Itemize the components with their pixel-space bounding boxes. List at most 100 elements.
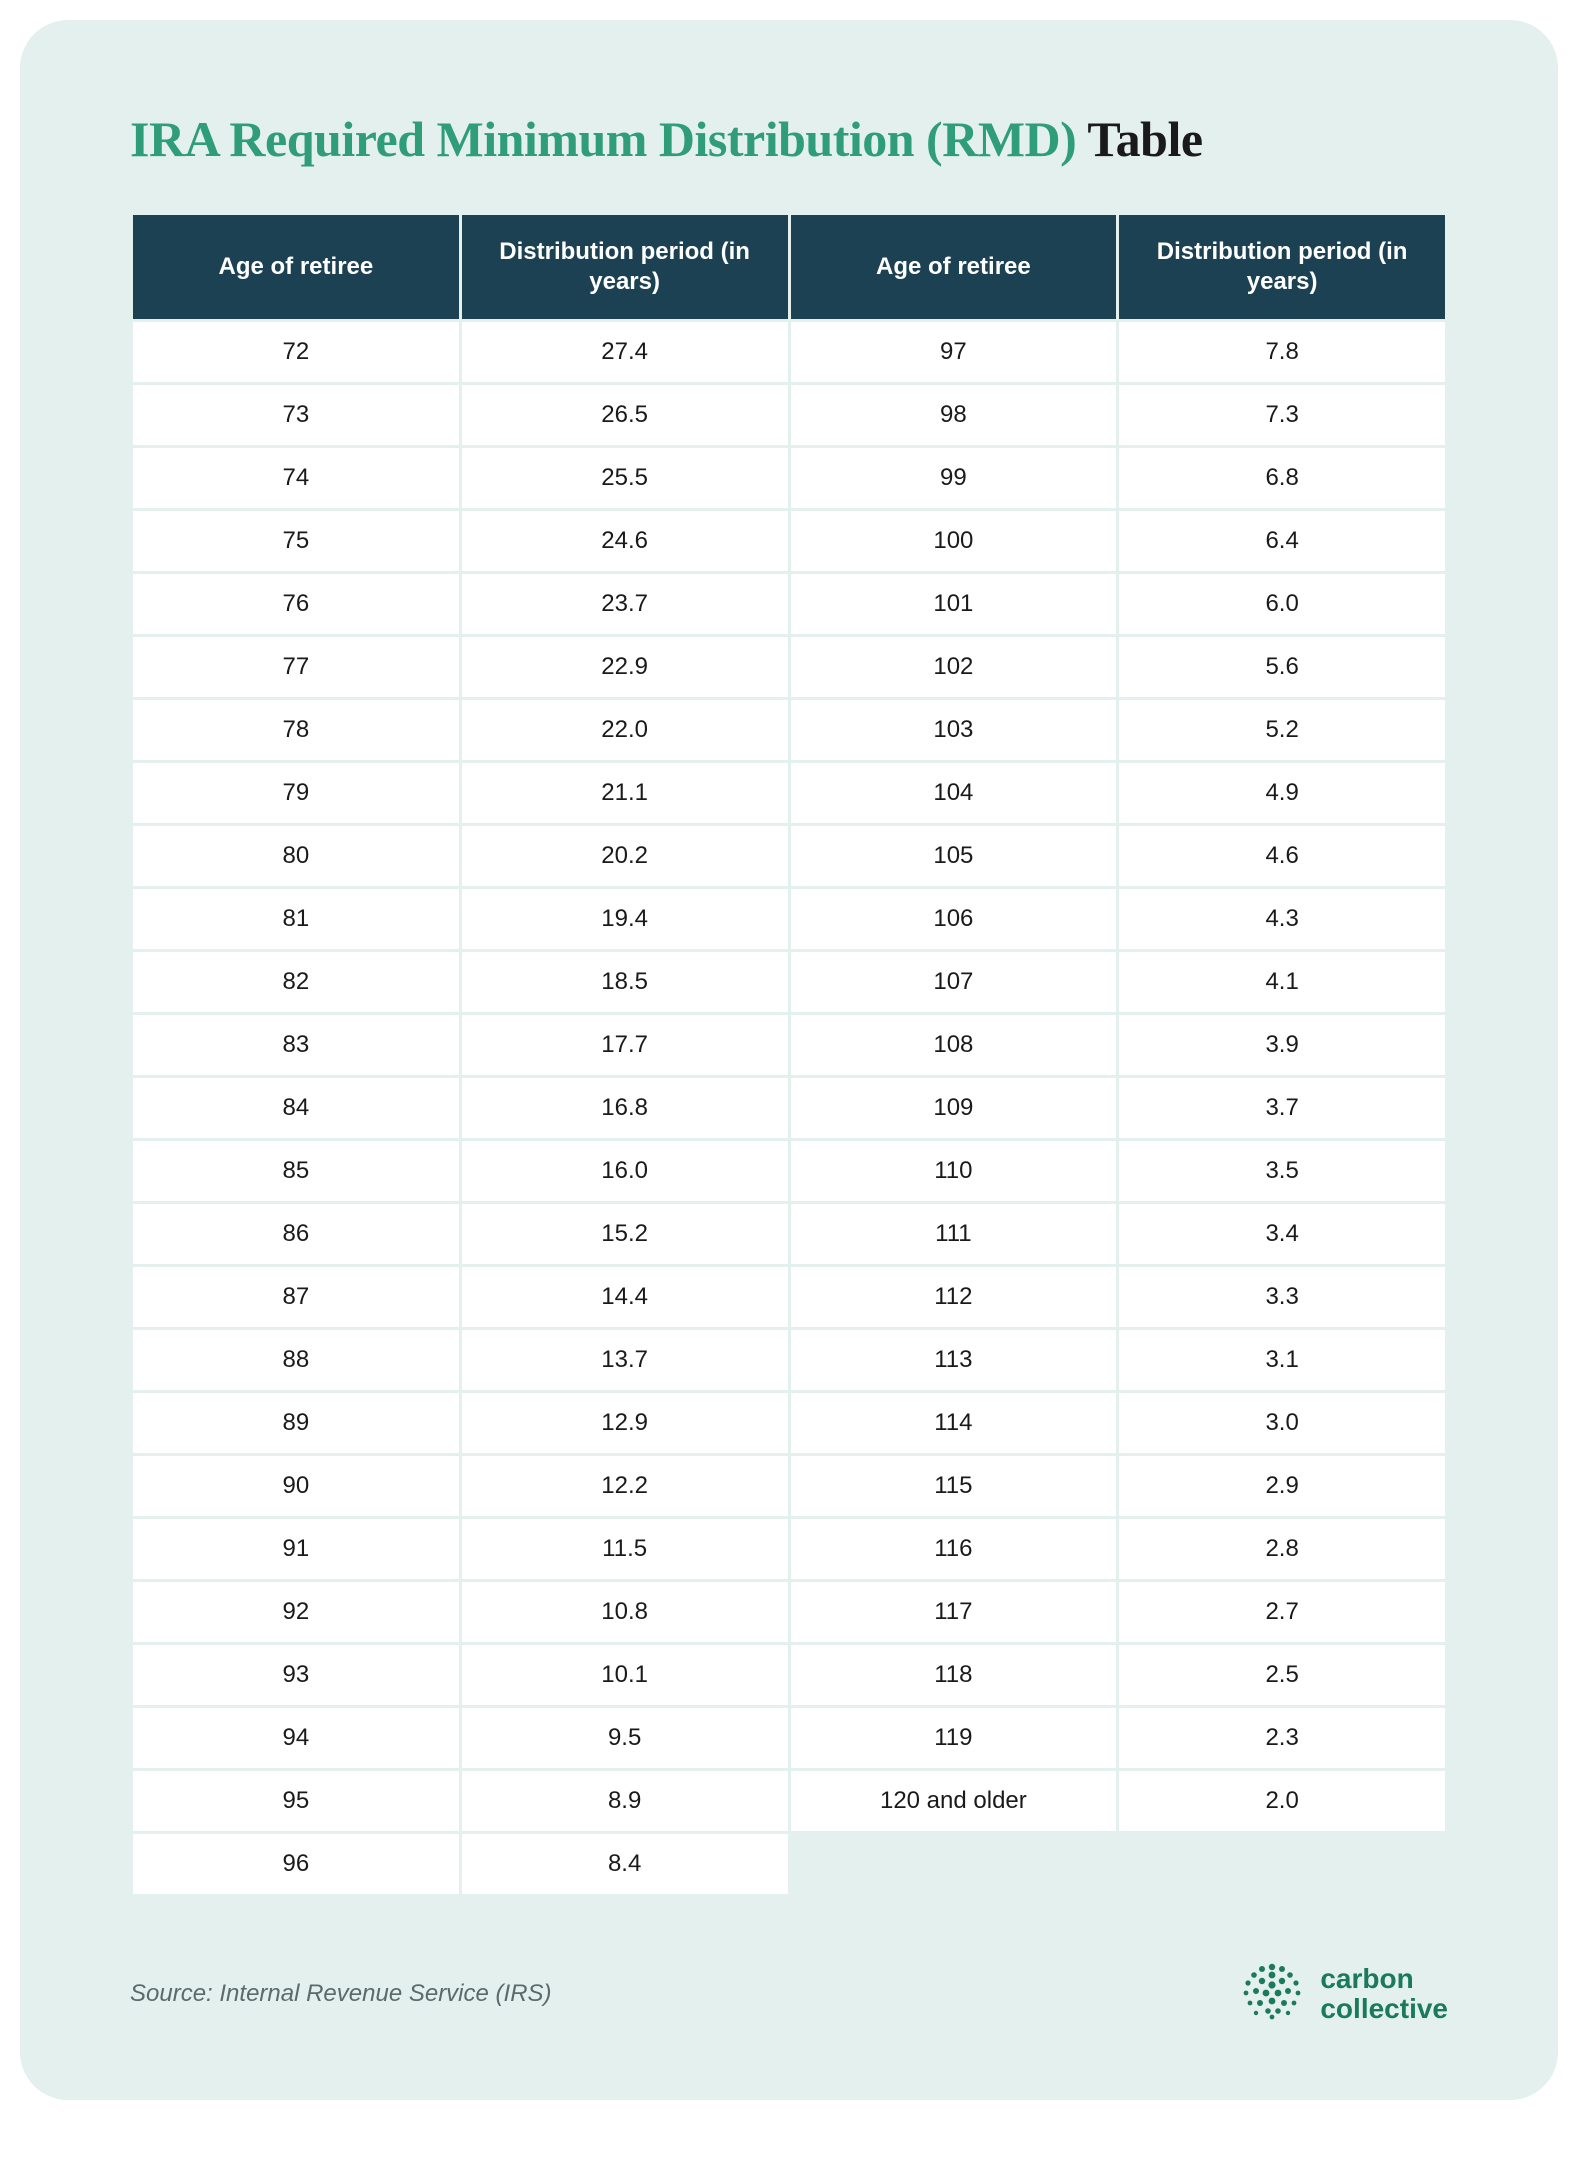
table-cell: 19.4 bbox=[462, 889, 788, 949]
table-cell: 6.0 bbox=[1119, 574, 1445, 634]
table-row: 7227.4977.8 bbox=[133, 322, 1445, 382]
card: IRA Required Minimum Distribution (RMD) … bbox=[20, 20, 1558, 2100]
table-cell: 116 bbox=[791, 1519, 1117, 1579]
table-cell: 95 bbox=[133, 1771, 459, 1831]
table-row: 7822.01035.2 bbox=[133, 700, 1445, 760]
table-cell: 4.6 bbox=[1119, 826, 1445, 886]
table-row: 7326.5987.3 bbox=[133, 385, 1445, 445]
table-cell: 93 bbox=[133, 1645, 459, 1705]
table-cell: 111 bbox=[791, 1204, 1117, 1264]
table-cell bbox=[1119, 1834, 1445, 1894]
table-cell: 103 bbox=[791, 700, 1117, 760]
table-cell: 81 bbox=[133, 889, 459, 949]
table-row: 9111.51162.8 bbox=[133, 1519, 1445, 1579]
table-cell: 10.1 bbox=[462, 1645, 788, 1705]
table-cell: 109 bbox=[791, 1078, 1117, 1138]
table-cell: 2.9 bbox=[1119, 1456, 1445, 1516]
table-cell: 11.5 bbox=[462, 1519, 788, 1579]
table-cell: 104 bbox=[791, 763, 1117, 823]
table-cell: 3.9 bbox=[1119, 1015, 1445, 1075]
table-cell: 2.8 bbox=[1119, 1519, 1445, 1579]
table-row: 8813.71133.1 bbox=[133, 1330, 1445, 1390]
table-row: 7425.5996.8 bbox=[133, 448, 1445, 508]
col-period-2: Distribution period (in years) bbox=[1119, 215, 1445, 319]
table-cell: 12.2 bbox=[462, 1456, 788, 1516]
table-cell: 99 bbox=[791, 448, 1117, 508]
table-row: 8020.21054.6 bbox=[133, 826, 1445, 886]
table-cell: 85 bbox=[133, 1141, 459, 1201]
table-cell: 5.2 bbox=[1119, 700, 1445, 760]
table-cell: 114 bbox=[791, 1393, 1117, 1453]
table-cell: 3.5 bbox=[1119, 1141, 1445, 1201]
page-title: IRA Required Minimum Distribution (RMD) … bbox=[130, 110, 1448, 168]
table-cell: 6.4 bbox=[1119, 511, 1445, 571]
logo-line-1: carbon bbox=[1320, 1964, 1448, 1993]
table-cell: 4.9 bbox=[1119, 763, 1445, 823]
table-cell: 17.7 bbox=[462, 1015, 788, 1075]
table-cell: 75 bbox=[133, 511, 459, 571]
table-cell: 25.5 bbox=[462, 448, 788, 508]
table-cell bbox=[791, 1834, 1117, 1894]
table-cell: 74 bbox=[133, 448, 459, 508]
table-cell: 4.1 bbox=[1119, 952, 1445, 1012]
table-cell: 96 bbox=[133, 1834, 459, 1894]
table-cell: 6.8 bbox=[1119, 448, 1445, 508]
table-cell: 108 bbox=[791, 1015, 1117, 1075]
table-cell: 10.8 bbox=[462, 1582, 788, 1642]
table-cell: 73 bbox=[133, 385, 459, 445]
table-cell: 91 bbox=[133, 1519, 459, 1579]
table-cell: 72 bbox=[133, 322, 459, 382]
table-row: 7623.71016.0 bbox=[133, 574, 1445, 634]
table-cell: 2.7 bbox=[1119, 1582, 1445, 1642]
table-cell: 88 bbox=[133, 1330, 459, 1390]
table-cell: 22.9 bbox=[462, 637, 788, 697]
table-row: 8218.51074.1 bbox=[133, 952, 1445, 1012]
table-cell: 3.3 bbox=[1119, 1267, 1445, 1327]
table-cell: 20.2 bbox=[462, 826, 788, 886]
table-row: 8119.41064.3 bbox=[133, 889, 1445, 949]
table-cell: 105 bbox=[791, 826, 1117, 886]
table-row: 8714.41123.3 bbox=[133, 1267, 1445, 1327]
table-row: 9310.11182.5 bbox=[133, 1645, 1445, 1705]
table-row: 8615.21113.4 bbox=[133, 1204, 1445, 1264]
table-cell: 86 bbox=[133, 1204, 459, 1264]
source-text: Source: Internal Revenue Service (IRS) bbox=[130, 1980, 552, 2008]
table-cell: 77 bbox=[133, 637, 459, 697]
table-cell: 82 bbox=[133, 952, 459, 1012]
table-row: 958.9120 and older2.0 bbox=[133, 1771, 1445, 1831]
table-cell: 7.3 bbox=[1119, 385, 1445, 445]
table-cell: 3.0 bbox=[1119, 1393, 1445, 1453]
table-cell: 8.4 bbox=[462, 1834, 788, 1894]
logo-line-2: collective bbox=[1320, 1994, 1448, 2023]
table-cell: 110 bbox=[791, 1141, 1117, 1201]
table-row: 9012.21152.9 bbox=[133, 1456, 1445, 1516]
table-cell: 76 bbox=[133, 574, 459, 634]
table-cell: 100 bbox=[791, 511, 1117, 571]
table-cell: 24.6 bbox=[462, 511, 788, 571]
table-cell: 3.1 bbox=[1119, 1330, 1445, 1390]
table-cell: 2.5 bbox=[1119, 1645, 1445, 1705]
table-cell: 2.3 bbox=[1119, 1708, 1445, 1768]
table-cell: 16.8 bbox=[462, 1078, 788, 1138]
table-cell: 84 bbox=[133, 1078, 459, 1138]
col-period-1: Distribution period (in years) bbox=[462, 215, 788, 319]
table-cell: 3.7 bbox=[1119, 1078, 1445, 1138]
col-age-1: Age of retiree bbox=[133, 215, 459, 319]
table-cell: 22.0 bbox=[462, 700, 788, 760]
table-cell: 15.2 bbox=[462, 1204, 788, 1264]
table-cell: 118 bbox=[791, 1645, 1117, 1705]
table-cell: 21.1 bbox=[462, 763, 788, 823]
logo-text: carbon collective bbox=[1320, 1964, 1448, 2023]
table-cell: 8.9 bbox=[462, 1771, 788, 1831]
table-cell: 115 bbox=[791, 1456, 1117, 1516]
table-cell: 12.9 bbox=[462, 1393, 788, 1453]
table-cell: 79 bbox=[133, 763, 459, 823]
title-rest: Table bbox=[1076, 111, 1202, 167]
table-cell: 90 bbox=[133, 1456, 459, 1516]
table-cell: 92 bbox=[133, 1582, 459, 1642]
table-cell: 27.4 bbox=[462, 322, 788, 382]
table-cell: 106 bbox=[791, 889, 1117, 949]
table-row: 9210.81172.7 bbox=[133, 1582, 1445, 1642]
table-row: 7524.61006.4 bbox=[133, 511, 1445, 571]
table-cell: 9.5 bbox=[462, 1708, 788, 1768]
